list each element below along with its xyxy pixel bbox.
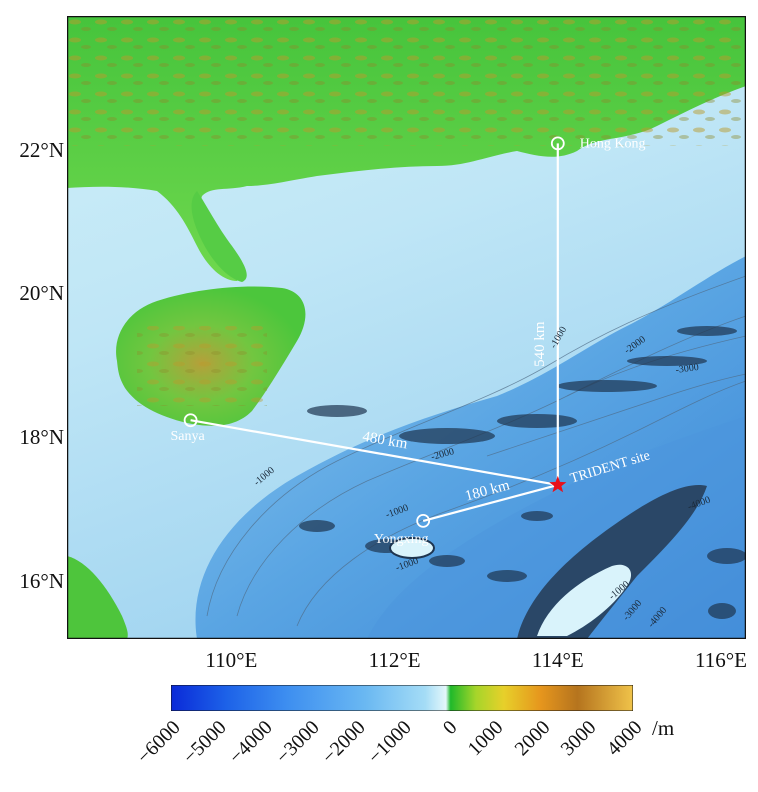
contour-value-label: -3000 — [675, 362, 700, 376]
colorbar-unit: /m — [652, 716, 675, 740]
place-labels: Hong Kong Sanya Yongxing — [170, 136, 645, 546]
trident-site-star-icon — [549, 475, 567, 493]
colorbar-tick-label: 2000 — [510, 716, 555, 761]
colorbar-tick-label: −5000 — [179, 716, 231, 769]
colorbar-tick-label: −2000 — [317, 716, 370, 769]
longitude-label: 116°E — [695, 648, 747, 672]
colorbar-gradient — [171, 685, 633, 711]
hainan-relief — [137, 326, 267, 406]
distance-label: 540 km — [532, 321, 548, 367]
mainland-relief — [67, 16, 746, 146]
distance-label: 480 km — [361, 429, 409, 453]
latitude-label: 22°N — [19, 137, 64, 162]
longitude-label: 112°E — [368, 648, 421, 672]
colorbar-tick-label: −4000 — [225, 716, 278, 769]
reef-plateau-shallow — [537, 564, 632, 636]
latitude-label: 18°N — [19, 425, 64, 450]
yongxing-reef — [389, 537, 435, 559]
map-frame — [67, 16, 746, 639]
longitude-label: 114°E — [531, 648, 584, 672]
southwest-land — [67, 556, 128, 639]
distance-line — [190, 419, 558, 487]
latitude-label: 16°N — [19, 569, 64, 593]
colorbar-tick-label: 4000 — [602, 716, 647, 761]
distance-line — [422, 483, 559, 522]
place-marker-icon — [416, 513, 431, 528]
colorbar-tick-label: 3000 — [556, 716, 601, 761]
place-label: Hong Kong — [580, 136, 646, 151]
colorbar-tick-label: −6000 — [132, 716, 185, 769]
deeper-basin — [367, 416, 746, 639]
place-markers — [183, 136, 565, 528]
latitude-label: 20°N — [19, 281, 64, 306]
elevation-colorbar — [171, 685, 633, 711]
distance-lines — [190, 143, 559, 522]
place-label: Yongxing — [374, 532, 429, 547]
colorbar-tick-label: 0 — [438, 716, 462, 739]
colorbar-tick-label: −3000 — [271, 716, 324, 769]
leizhou-peninsula — [191, 191, 247, 282]
colorbar-tick-label: −1000 — [363, 716, 416, 769]
longitude-label: 110°E — [205, 648, 258, 672]
place-label: Sanya — [170, 429, 205, 444]
colorbar-tick-label: 1000 — [463, 716, 508, 761]
place-marker-icon — [550, 136, 565, 151]
place-marker-icon — [183, 413, 198, 428]
